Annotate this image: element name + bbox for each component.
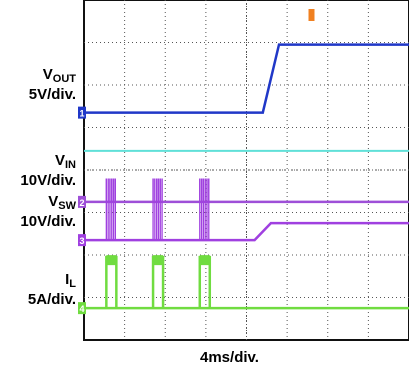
vin-label-sub: IN [65, 159, 76, 171]
il-scale: 5A/div. [27, 291, 76, 308]
vin-label-main: V [54, 152, 65, 169]
vsw-channel-marker [78, 234, 86, 247]
il-label-sub: L [69, 278, 76, 290]
vsw-trace [84, 221, 409, 242]
vout-label: VOUT 5V/div. [29, 67, 76, 103]
il-channel-marker [78, 302, 86, 315]
vout-trace [84, 43, 409, 114]
vout-channel-marker [78, 106, 86, 119]
channel-markers: 1 2 3 4 [78, 106, 86, 315]
vin-channel-number: 2 [79, 198, 84, 208]
il-pulse-cap [199, 255, 210, 266]
vsw-label-sub: SW [58, 200, 76, 212]
vout-channel-number: 1 [79, 109, 84, 119]
il-channel-number: 4 [79, 304, 84, 314]
vsw-scale: 10V/div. [20, 213, 76, 230]
vout-scale: 5V/div. [28, 86, 76, 103]
vout-label-sub: OUT [52, 73, 76, 85]
vout-label-main: V [42, 66, 53, 83]
x-axis-label: 4ms/div. [200, 349, 259, 366]
il-label: IL 5A/div. [28, 272, 76, 308]
il-pulse-cap [153, 255, 164, 266]
vsw-label-main: V [48, 193, 59, 210]
vsw-label: VSW 10V/div. [20, 194, 76, 230]
vin-scale: 10V/div. [20, 172, 76, 189]
vin-channel-marker [78, 195, 86, 208]
vin-label: VIN 10V/div. [20, 153, 76, 189]
vsw-channel-number: 3 [79, 236, 84, 246]
il-pulse-cap [106, 255, 117, 266]
il-label-main: I [65, 271, 70, 288]
plot-grid [83, 0, 409, 341]
trigger-marker [308, 9, 315, 21]
plot-traces [84, 43, 409, 310]
